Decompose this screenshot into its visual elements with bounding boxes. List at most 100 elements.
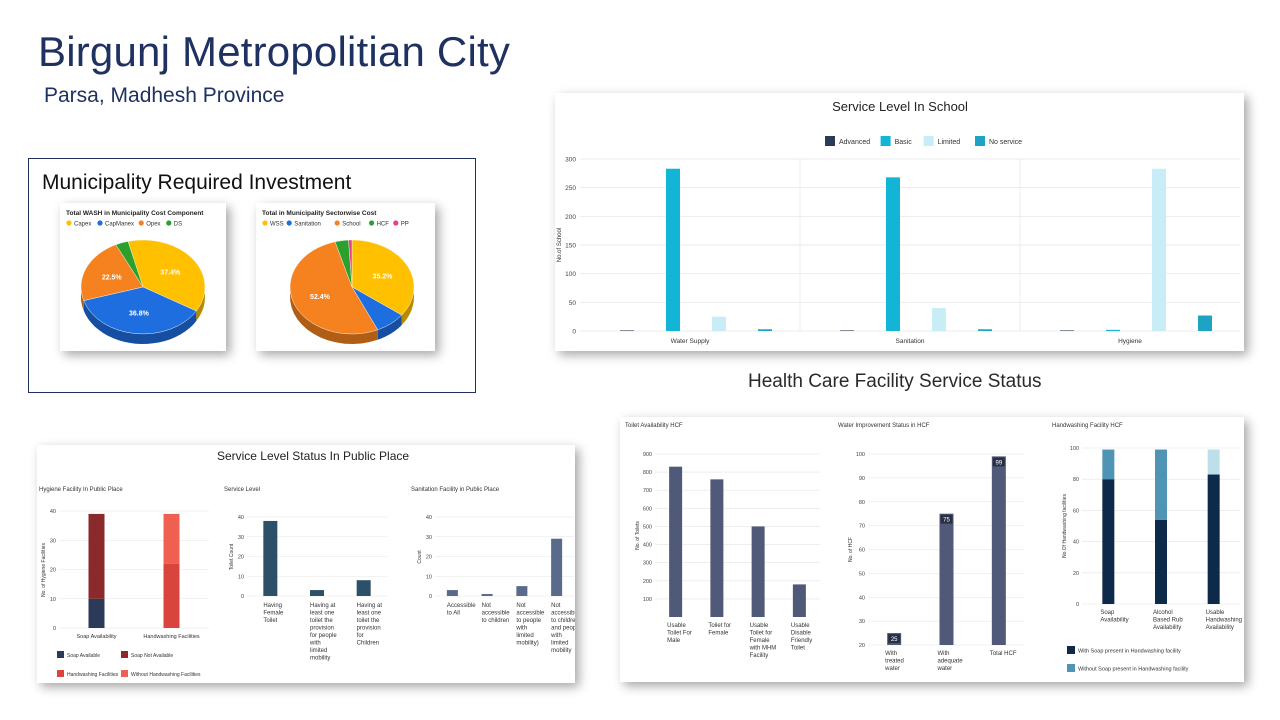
bar-segment bbox=[1102, 479, 1115, 604]
bar bbox=[751, 526, 765, 617]
y-tick-label: 30 bbox=[50, 538, 56, 544]
bar bbox=[991, 456, 1006, 645]
x-tick-label: Usable Handwashing Availability bbox=[1206, 610, 1242, 631]
legend-label: Soap Not Available bbox=[131, 653, 173, 659]
subchart-title: Service Level bbox=[224, 487, 260, 493]
pie-title: Total in Municipality Sectorwise Cost bbox=[262, 210, 377, 217]
bar bbox=[840, 330, 854, 331]
bar bbox=[792, 584, 806, 617]
public-place-card: Service Level Status In Public Place Hygi… bbox=[37, 445, 581, 683]
x-tick-label: Having at least one toilet the provision for… bbox=[309, 603, 337, 662]
y-tick-label: 30 bbox=[859, 619, 865, 625]
pie-slice bbox=[80, 244, 144, 301]
legend-swatch bbox=[975, 136, 985, 146]
x-tick-label: Not accessible to children bbox=[482, 603, 511, 624]
pie-slice bbox=[83, 286, 197, 335]
investment-panel: Municipality Required Investment bbox=[28, 158, 476, 393]
y-tick-label: 0 bbox=[241, 594, 244, 600]
school-service-chart: Service Level In School Advanced Basic Limi… bbox=[557, 99, 1240, 345]
bar bbox=[978, 329, 992, 331]
y-tick-label: 500 bbox=[643, 524, 652, 530]
y-axis-label: No. of Hygiene Facilities bbox=[41, 543, 47, 597]
pie-slice-side bbox=[290, 241, 378, 344]
chart-title: Service Level In School bbox=[832, 99, 968, 114]
legend-marker bbox=[286, 220, 292, 226]
investment-title: Municipality Required Investment bbox=[42, 171, 352, 194]
bar bbox=[1152, 168, 1166, 331]
bar bbox=[620, 330, 634, 331]
x-tick-label: Not accessible to people with limited mobilit… bbox=[515, 603, 545, 647]
y-tick-label: 0 bbox=[429, 594, 432, 600]
data-label: 75 bbox=[943, 518, 950, 524]
bar-segment bbox=[1155, 519, 1167, 604]
pie-slice-side bbox=[83, 300, 197, 344]
y-tick-label: 40 bbox=[50, 509, 56, 515]
legend-marker bbox=[66, 220, 72, 226]
bar bbox=[886, 177, 900, 331]
pie-chart-cost-component: Total WASH in Municipality Cost Componen… bbox=[66, 210, 206, 344]
y-tick-label: 30 bbox=[238, 535, 244, 541]
bar-segment bbox=[1102, 449, 1115, 480]
bar-segment bbox=[1207, 449, 1220, 475]
data-label-bg bbox=[940, 514, 953, 524]
y-tick-label: 400 bbox=[643, 543, 652, 549]
y-tick-label: 100 bbox=[856, 452, 865, 458]
bar-segment bbox=[88, 598, 105, 628]
bar bbox=[356, 580, 371, 596]
legend-swatch bbox=[880, 136, 891, 146]
x-tick-label: Total HCF bbox=[990, 651, 1017, 657]
bar bbox=[516, 586, 528, 596]
y-tick-label: 10 bbox=[426, 574, 432, 580]
legend-label: PP bbox=[401, 221, 409, 227]
y-tick-label: 0 bbox=[572, 329, 576, 336]
page-subtitle: Parsa, Madhesh Province bbox=[44, 84, 285, 107]
y-tick-label: 100 bbox=[643, 597, 652, 603]
pie-slice-side bbox=[377, 315, 402, 340]
pie-slice bbox=[115, 241, 144, 288]
y-axis-label: Count bbox=[417, 550, 423, 564]
y-tick-label: 40 bbox=[859, 595, 865, 601]
bar bbox=[1198, 315, 1212, 331]
legend-label: Capex bbox=[74, 221, 91, 227]
bar bbox=[710, 479, 724, 617]
bar bbox=[446, 590, 458, 596]
y-tick-label: 200 bbox=[565, 214, 576, 221]
bar-segment bbox=[163, 563, 180, 628]
legend-swatch bbox=[1067, 664, 1075, 672]
legend-marker bbox=[369, 220, 375, 226]
x-tick-label: Alcohol Based Rub Availability bbox=[1153, 610, 1183, 631]
bar bbox=[551, 538, 563, 596]
y-tick-label: 0 bbox=[1076, 602, 1079, 608]
bar-segment bbox=[163, 513, 180, 564]
y-tick-label: 80 bbox=[1073, 477, 1079, 483]
y-tick-label: 900 bbox=[643, 452, 652, 458]
legend-label: Without Soap present in Handwashing faci… bbox=[1078, 667, 1189, 673]
public-place-charts: Service Level Status In Public Place Hygi… bbox=[39, 449, 581, 678]
legend-swatch bbox=[121, 670, 128, 677]
bar-segment bbox=[1207, 474, 1220, 604]
y-tick-label: 200 bbox=[643, 579, 652, 585]
pie-slice bbox=[348, 239, 353, 288]
y-tick-label: 70 bbox=[859, 524, 865, 530]
y-tick-label: 150 bbox=[565, 243, 576, 250]
legend-marker bbox=[262, 220, 268, 226]
y-tick-label: 50 bbox=[569, 300, 577, 307]
pie-data-label: 37.4% bbox=[160, 270, 181, 277]
bar bbox=[669, 466, 683, 617]
legend-swatch bbox=[57, 651, 64, 658]
y-tick-label: 700 bbox=[643, 488, 652, 494]
x-tick-label: Sanitation bbox=[896, 338, 925, 345]
bar bbox=[712, 316, 726, 331]
y-tick-label: 20 bbox=[238, 555, 244, 561]
x-tick-label: Accessible to All bbox=[447, 603, 476, 617]
y-tick-label: 600 bbox=[643, 506, 652, 512]
pie-card-sectorwise: Total in Municipality Sectorwise Cost WSS… bbox=[256, 203, 435, 351]
pie-slice bbox=[127, 239, 206, 312]
legend-swatch bbox=[121, 651, 128, 658]
bar bbox=[263, 520, 278, 596]
x-tick-label: Usable Toilet For Male bbox=[667, 623, 692, 644]
y-tick-label: 20 bbox=[1073, 571, 1079, 577]
legend-marker bbox=[138, 220, 144, 226]
page-title: Birgunj Metropolitian City bbox=[38, 28, 511, 75]
legend-label: HCF bbox=[377, 221, 390, 227]
